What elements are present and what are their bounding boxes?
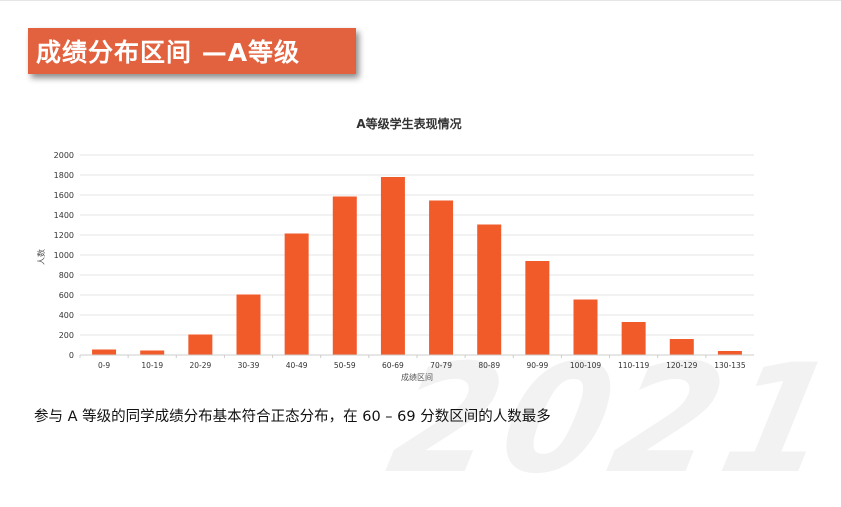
x-tick-label: 10-19 — [141, 361, 163, 370]
bar-70-79 — [429, 200, 454, 355]
y-tick-label: 1200 — [54, 231, 74, 240]
y-tick-label: 1400 — [54, 211, 74, 220]
y-tick-label: 800 — [59, 271, 74, 280]
bar-120-129 — [669, 339, 694, 355]
bar-30-39 — [236, 294, 261, 355]
bar-130-135 — [717, 351, 742, 355]
y-tick-label: 1000 — [54, 251, 74, 260]
bar-20-29 — [188, 334, 213, 355]
y-axis-ticks: 0 200 400 600 800 1000 1200 1400 1600 1800 2000 — [54, 151, 74, 360]
x-axis-ticks: 0-9 10-19 20-29 30-39 40-49 50-59 60-69 70-79 80… — [79, 355, 746, 370]
bar-100-109 — [573, 299, 598, 355]
x-tick-label: 70-79 — [430, 361, 452, 370]
x-axis-label: 成绩区间 — [401, 372, 433, 382]
bar-0-9 — [92, 349, 117, 355]
bar-40-49 — [284, 233, 309, 355]
y-tick-label: 0 — [69, 351, 74, 360]
bar-60-69 — [380, 177, 405, 355]
slide-title: 成绩分布区间 —A等级 — [36, 38, 301, 67]
x-tick-label: 80-89 — [478, 361, 500, 370]
bar-90-99 — [525, 261, 550, 355]
x-tick-label: 30-39 — [238, 361, 260, 370]
x-tick-label: 100-109 — [570, 361, 602, 370]
bar-110-119 — [621, 322, 646, 355]
slide-caption: 参与 A 等级的同学成绩分布基本符合正态分布，在 60 – 69 分数区间的人数… — [34, 409, 551, 425]
bar-50-59 — [332, 196, 357, 355]
x-tick-label: 0-9 — [98, 361, 110, 370]
x-tick-label: 50-59 — [334, 361, 356, 370]
x-tick-label: 120-129 — [666, 361, 698, 370]
chart-title: A等级学生表现情况 — [356, 116, 461, 131]
x-tick-label: 60-69 — [382, 361, 404, 370]
x-tick-label: 130-135 — [714, 361, 746, 370]
bar-chart: A等级学生表现情况 0 200 400 600 800 1000 1200 1400 1600 1… — [36, 116, 754, 382]
y-tick-label: 600 — [59, 291, 74, 300]
top-divider — [0, 0, 841, 1]
bars-group — [92, 177, 742, 355]
slide-title-banner: 成绩分布区间 —A等级 — [28, 28, 356, 74]
bar-80-89 — [477, 224, 502, 355]
y-tick-label: 2000 — [54, 151, 74, 160]
y-tick-label: 1600 — [54, 191, 74, 200]
y-axis-label: 人数 — [36, 249, 46, 265]
y-tick-label: 200 — [59, 331, 74, 340]
y-tick-label: 400 — [59, 311, 74, 320]
y-tick-label: 1800 — [54, 171, 74, 180]
grid-lines — [80, 154, 754, 336]
x-tick-label: 90-99 — [526, 361, 548, 370]
x-tick-label: 20-29 — [189, 361, 211, 370]
bar-10-19 — [140, 350, 165, 355]
x-tick-label: 110-119 — [618, 361, 650, 370]
x-tick-label: 40-49 — [286, 361, 308, 370]
